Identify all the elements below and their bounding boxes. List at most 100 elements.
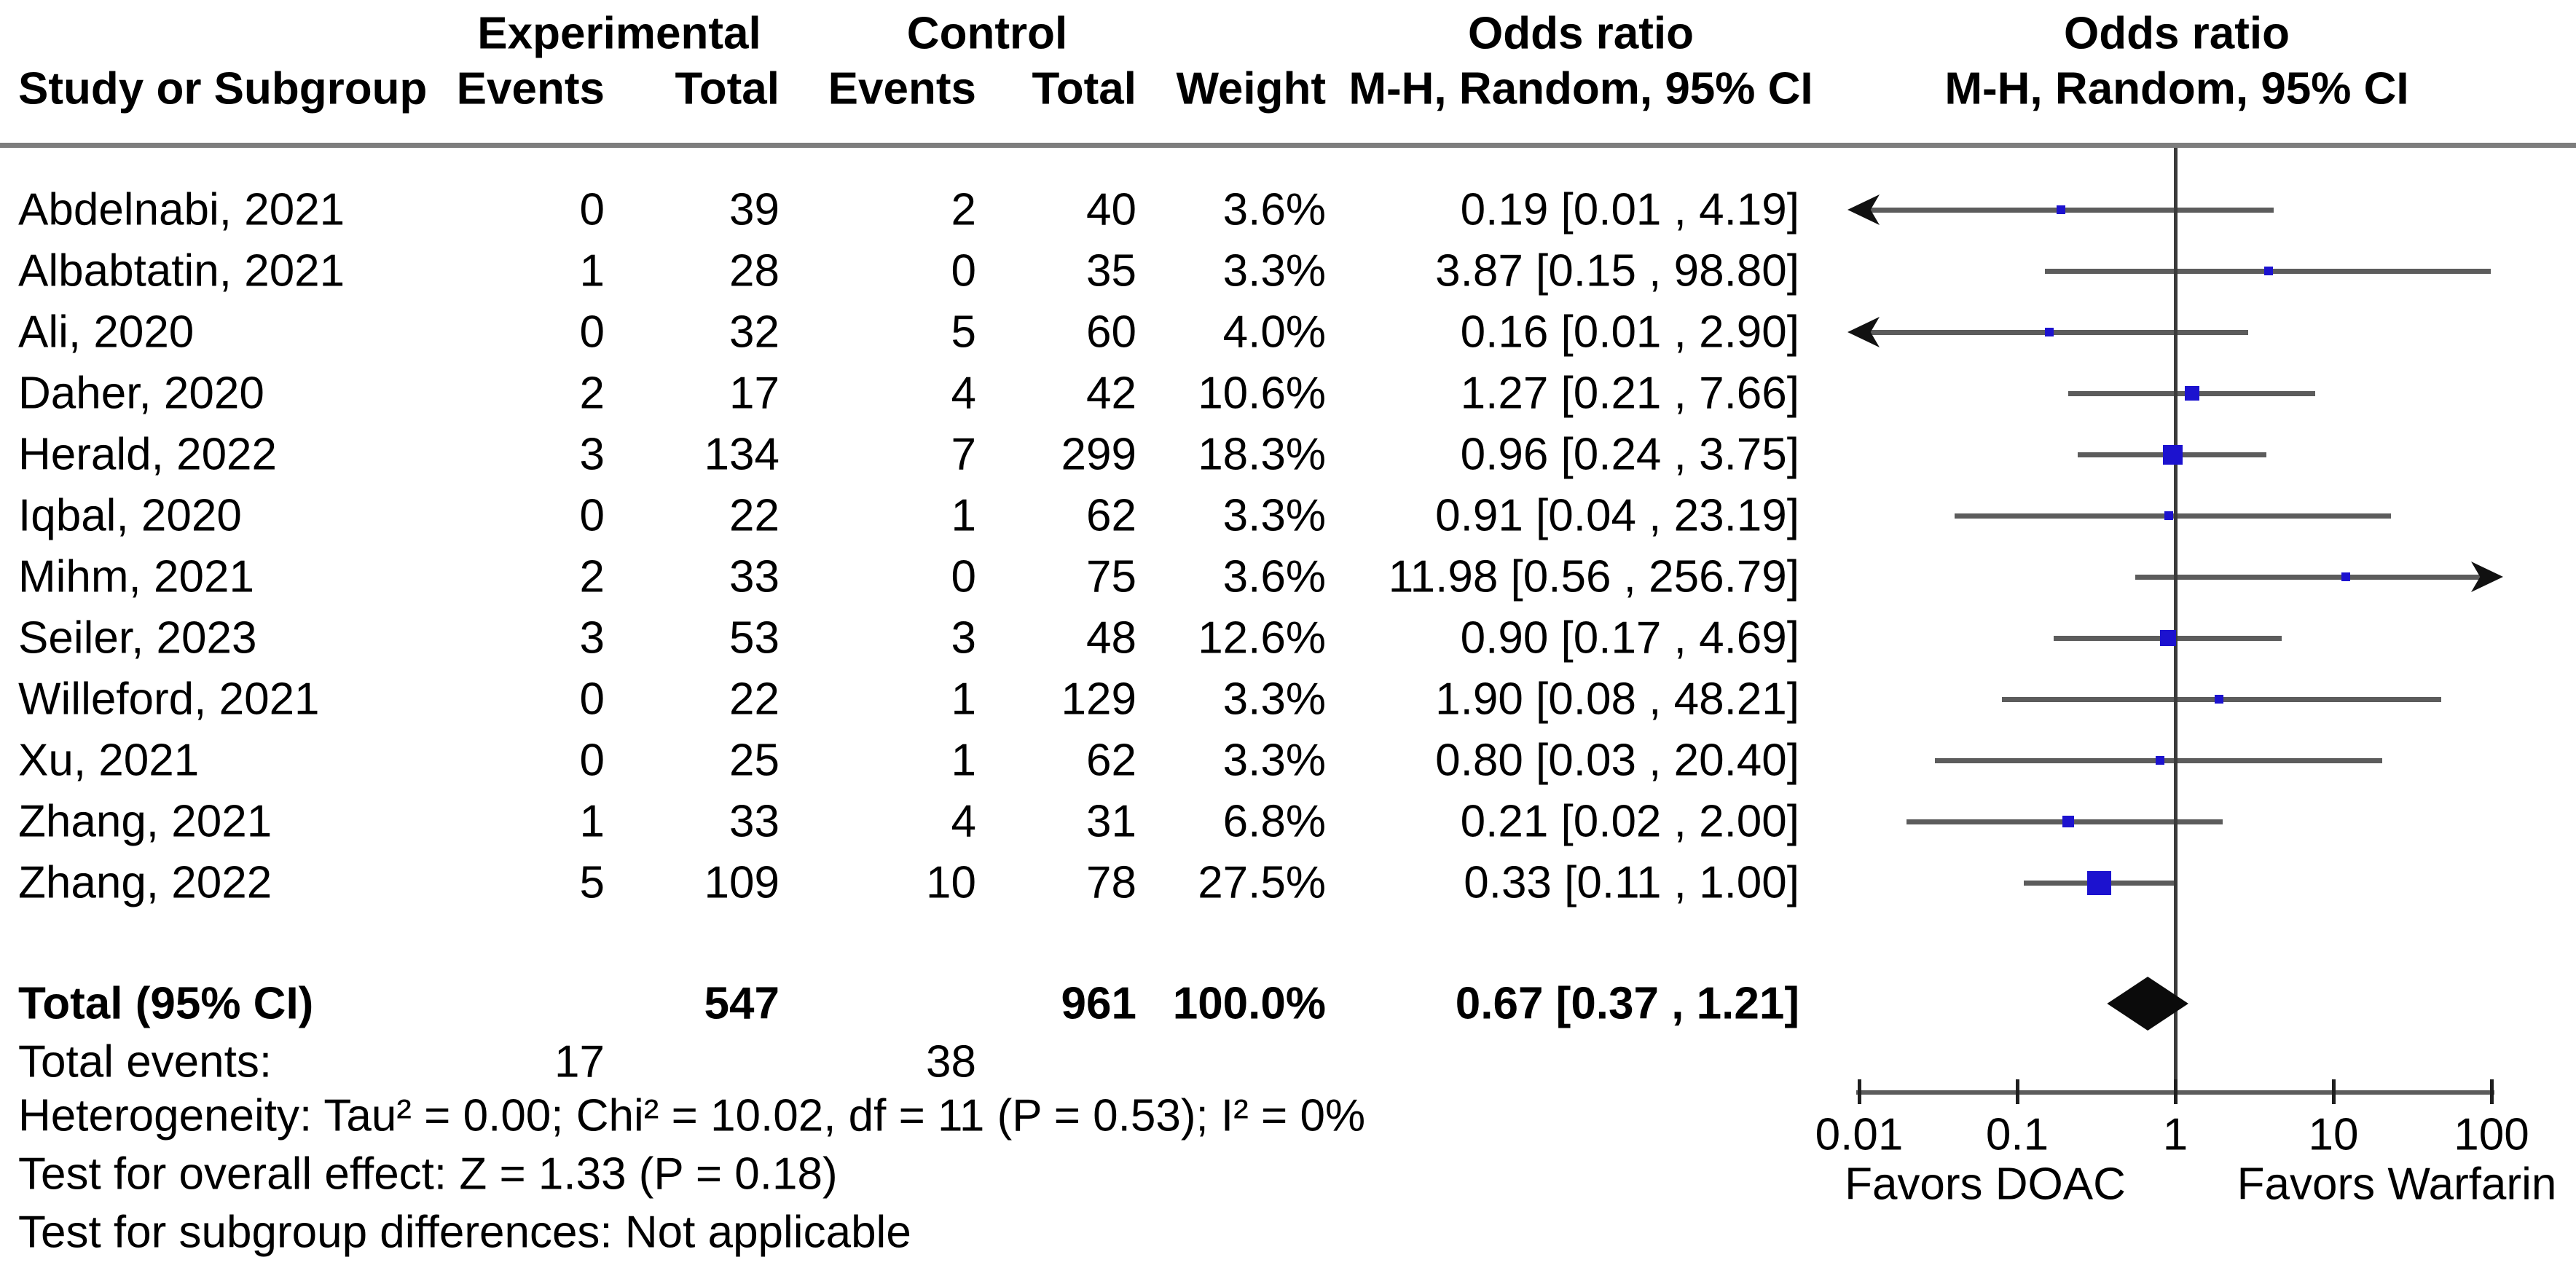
x-axis-tick-label: 100	[2454, 1109, 2529, 1160]
effect-size-marker	[2062, 816, 2074, 827]
overall-effect-test: Test for overall effect: Z = 1.33 (P = 0…	[18, 1149, 838, 1200]
or-ci-value: 11.98 [0.56 , 256.79]	[1388, 551, 1799, 602]
experimental-total-value: 22	[729, 674, 780, 725]
total-exp-total: 547	[704, 978, 780, 1029]
experimental-total-value: 109	[704, 857, 780, 908]
header-rule	[0, 143, 2576, 148]
effect-size-marker	[2164, 511, 2174, 520]
favors-left-label: Favors DOAC	[1845, 1159, 2126, 1210]
experimental-total-value: 39	[729, 184, 780, 235]
odds-ratio-column-title: Odds ratio	[1467, 8, 1695, 59]
experimental-total-value: 28	[729, 245, 780, 296]
control-events-value: 3	[951, 613, 976, 663]
weight-value: 27.5%	[1198, 857, 1326, 908]
column-header-weight: Weight	[1176, 63, 1327, 114]
control-total-value: 62	[1086, 490, 1136, 541]
control-total-value: 40	[1086, 184, 1136, 235]
experimental-events-value: 3	[579, 613, 605, 663]
experimental-events-value: 5	[579, 857, 605, 908]
heterogeneity-stats: Heterogeneity: Tau² = 0.00; Chi² = 10.02…	[18, 1090, 1366, 1141]
study-name: Herald, 2022	[18, 429, 278, 480]
null-effect-line	[2174, 148, 2178, 1095]
weight-value: 10.6%	[1198, 368, 1326, 419]
control-events-value: 0	[951, 245, 976, 296]
weight-value: 3.6%	[1222, 551, 1326, 602]
experimental-total-value: 33	[729, 796, 780, 847]
control-events-value: 0	[951, 551, 976, 602]
confidence-interval-line	[1869, 208, 2274, 213]
total-or-ci-value: 0.67 [0.37 , 1.21]	[1455, 978, 1799, 1029]
control-total-value: 31	[1086, 796, 1136, 847]
experimental-events-value: 1	[579, 796, 605, 847]
x-axis-tick	[2332, 1079, 2336, 1104]
control-events-value: 5	[951, 307, 976, 358]
weight-value: 3.3%	[1222, 245, 1326, 296]
subgroup-difference-test: Test for subgroup differences: Not appli…	[18, 1207, 911, 1258]
experimental-total-value: 17	[729, 368, 780, 419]
control-total-value: 35	[1086, 245, 1136, 296]
control-events-value: 1	[951, 674, 976, 725]
control-total-value: 299	[1061, 429, 1136, 480]
control-events-value: 2	[951, 184, 976, 235]
weight-value: 18.3%	[1198, 429, 1326, 480]
total-row-label: Total (95% CI)	[18, 978, 314, 1029]
control-total-value: 48	[1086, 613, 1136, 663]
experimental-total-value: 53	[729, 613, 780, 663]
experimental-events-value: 0	[579, 490, 605, 541]
experimental-events-value: 0	[579, 674, 605, 725]
experimental-events-value: 2	[579, 368, 605, 419]
x-axis-tick	[1858, 1079, 1861, 1104]
control-total-value: 78	[1086, 857, 1136, 908]
confidence-interval-line	[2135, 575, 2481, 580]
column-header-exp-events: Events	[456, 63, 605, 114]
weight-value: 3.3%	[1222, 674, 1326, 725]
experimental-events-value: 0	[579, 735, 605, 786]
column-header-ctrl-events: Events	[828, 63, 976, 114]
experimental-events-value: 2	[579, 551, 605, 602]
study-name: Zhang, 2022	[18, 857, 272, 908]
effect-size-marker	[2162, 444, 2183, 465]
control-total-value: 42	[1086, 368, 1136, 419]
effect-size-marker	[2087, 870, 2112, 895]
total-ctrl-total: 961	[1061, 978, 1136, 1029]
x-axis-tick	[2016, 1079, 2019, 1104]
column-group-experimental: Experimental	[477, 8, 761, 59]
or-ci-value: 0.96 [0.24 , 3.75]	[1460, 429, 1799, 480]
total-weight: 100.0%	[1172, 978, 1326, 1029]
or-ci-value: 0.80 [0.03 , 20.40]	[1435, 735, 1799, 786]
x-axis-tick	[2174, 1079, 2178, 1104]
weight-value: 6.8%	[1222, 796, 1326, 847]
x-axis-tick-label: 1	[2162, 1109, 2188, 1160]
weight-value: 3.3%	[1222, 490, 1326, 541]
control-events-value: 4	[951, 796, 976, 847]
study-name: Willeford, 2021	[18, 674, 320, 725]
control-total-value: 75	[1086, 551, 1136, 602]
experimental-total-value: 134	[704, 429, 780, 480]
effect-size-marker	[2057, 205, 2066, 214]
experimental-total-value: 32	[729, 307, 780, 358]
control-events-value: 10	[926, 857, 976, 908]
x-axis-tick-label: 0.01	[1815, 1109, 1904, 1160]
experimental-total-value: 22	[729, 490, 780, 541]
experimental-events-value: 0	[579, 307, 605, 358]
favors-right-label: Favors Warfarin	[2237, 1159, 2557, 1210]
control-events-value: 4	[951, 368, 976, 419]
study-name: Seiler, 2023	[18, 613, 257, 663]
effect-size-marker	[2045, 328, 2054, 336]
x-axis-tick-label: 0.1	[1985, 1109, 2049, 1160]
study-name: Zhang, 2021	[18, 796, 272, 847]
experimental-total-value: 25	[729, 735, 780, 786]
or-ci-value: 3.87 [0.15 , 98.80]	[1435, 245, 1799, 296]
control-events-value: 1	[951, 735, 976, 786]
effect-size-marker	[2341, 572, 2351, 581]
or-ci-value: 0.91 [0.04 , 23.19]	[1435, 490, 1799, 541]
or-ci-value: 0.16 [0.01 , 2.90]	[1460, 307, 1799, 358]
or-ci-value: 1.27 [0.21 , 7.66]	[1460, 368, 1799, 419]
control-total-value: 62	[1086, 735, 1136, 786]
total-events-control: 38	[926, 1036, 976, 1087]
column-group-control: Control	[906, 8, 1068, 59]
study-name: Xu, 2021	[18, 735, 200, 786]
